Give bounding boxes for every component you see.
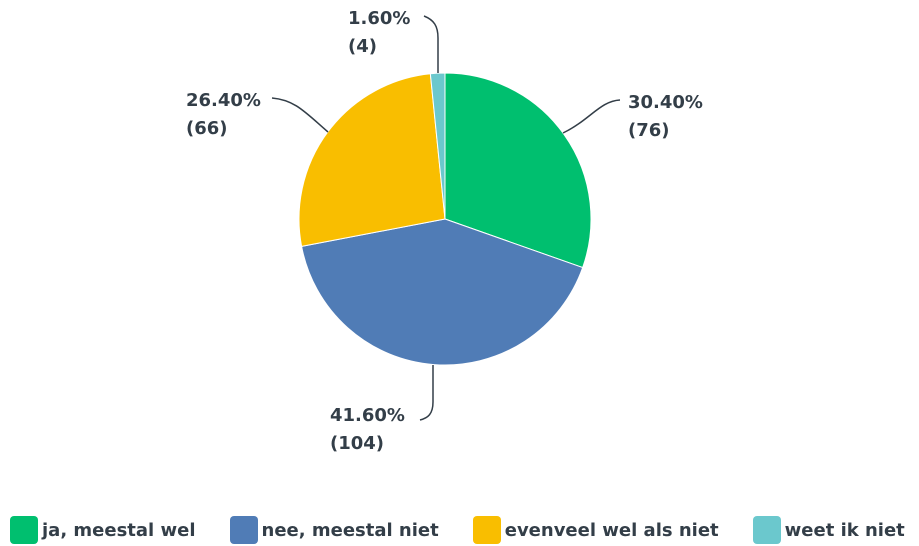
slice-label-nee-meestal-niet: 41.60% (104) — [330, 405, 405, 454]
pie-slice-ja-meestal-wel[interactable] — [444, 72, 592, 269]
slice-label-evenveel-wel-als-niet: 26.40% (66) — [186, 90, 261, 139]
slice-label-ja-meestal-wel: 30.40% (76) — [628, 92, 703, 141]
count-label-nee-meestal-niet: (104) — [330, 433, 384, 454]
leader-line-weet-ik-niet — [423, 15, 439, 73]
legend-label-weet-ik-niet: weet ik niet — [784, 519, 905, 541]
legend-item-nee-meestal-niet[interactable]: nee, meestal niet — [229, 516, 439, 544]
leader-line-evenveel-wel-als-niet — [271, 97, 329, 133]
count-label-ja-meestal-wel: (76) — [628, 120, 670, 141]
pie-slice-evenveel-wel-als-niet[interactable] — [298, 73, 446, 247]
slice-label-weet-ik-niet: 1.60% (4) — [348, 8, 410, 57]
legend-label-nee-meestal-niet: nee, meestal niet — [261, 519, 439, 541]
legend: ja, meestal wel nee, meestal niet evenve… — [10, 514, 905, 546]
legend-item-weet-ik-niet[interactable]: weet ik niet — [752, 516, 905, 544]
leader-line-ja-meestal-wel — [562, 99, 621, 134]
percent-label-weet-ik-niet: 1.60% — [348, 8, 410, 29]
pie-slices — [298, 72, 592, 366]
leader-line-nee-meestal-niet — [419, 365, 434, 421]
count-label-weet-ik-niet: (4) — [348, 36, 377, 57]
legend-item-evenveel-wel-als-niet[interactable]: evenveel wel als niet — [472, 516, 719, 544]
pie-leader-lines — [271, 15, 621, 421]
legend-swatch-ja-meestal-wel — [10, 516, 38, 544]
legend-swatch-weet-ik-niet — [752, 516, 781, 544]
percent-label-nee-meestal-niet: 41.60% — [330, 405, 405, 426]
legend-swatch-evenveel-wel-als-niet — [472, 516, 501, 544]
count-label-evenveel-wel-als-niet: (66) — [186, 118, 228, 139]
pie-slice-weet-ik-niet[interactable] — [429, 72, 446, 220]
percent-label-ja-meestal-wel: 30.40% — [628, 92, 703, 113]
legend-item-ja-meestal-wel[interactable]: ja, meestal wel — [10, 516, 196, 544]
percent-label-evenveel-wel-als-niet: 26.40% — [186, 90, 261, 111]
legend-label-ja-meestal-wel: ja, meestal wel — [42, 519, 196, 541]
legend-label-evenveel-wel-als-niet: evenveel wel als niet — [504, 519, 719, 541]
pie-slice-nee-meestal-niet[interactable] — [301, 218, 584, 366]
legend-swatch-nee-meestal-niet — [229, 516, 258, 544]
